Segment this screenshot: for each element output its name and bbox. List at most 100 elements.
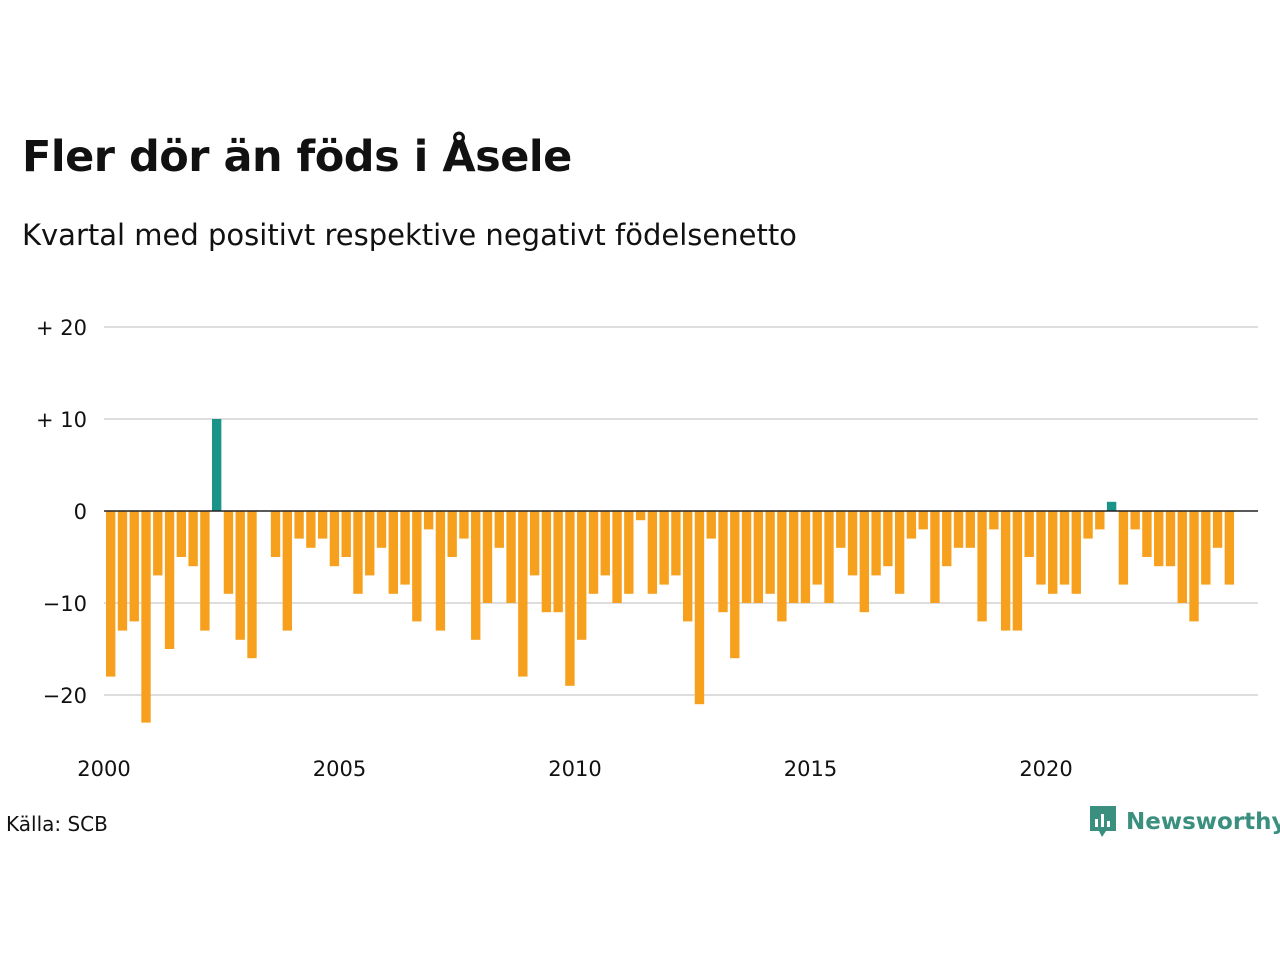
- y-axis-ticks: + 20 + 10 0 −10 −20: [36, 316, 87, 708]
- bar: [176, 511, 187, 557]
- bar: [1059, 511, 1070, 585]
- bar: [518, 511, 528, 677]
- bar: [683, 511, 693, 622]
- bar: [1083, 511, 1093, 539]
- bar: [1095, 511, 1105, 530]
- y-tick-label: −20: [43, 684, 87, 708]
- bar: [671, 511, 681, 576]
- bar: [1000, 511, 1011, 631]
- bar: [506, 511, 516, 603]
- bars: [106, 419, 1235, 723]
- chart-subtitle: Kvartal med positivt respektive negativt…: [22, 218, 797, 252]
- bar: [659, 511, 669, 585]
- bar: [730, 511, 740, 659]
- bar: [1201, 511, 1211, 585]
- bar: [989, 511, 999, 530]
- bar: [447, 511, 457, 557]
- bar: [965, 511, 975, 548]
- source-note: Källa: SCB: [6, 812, 108, 836]
- bar: [577, 511, 587, 640]
- x-tick-label: 2000: [77, 757, 130, 781]
- grid-lines: [104, 326, 1258, 696]
- bar: [906, 511, 917, 539]
- x-tick-label: 2015: [784, 757, 837, 781]
- bar: [1012, 511, 1023, 631]
- x-tick-label: 2005: [313, 757, 366, 781]
- bar: [423, 511, 434, 530]
- bar: [836, 511, 846, 548]
- bar: [247, 511, 257, 659]
- bar: [270, 511, 281, 557]
- bar: [200, 511, 210, 631]
- bar: [282, 511, 293, 631]
- bar: [341, 511, 351, 557]
- bar: [953, 511, 964, 548]
- bar: [800, 511, 811, 603]
- bar: [647, 511, 658, 594]
- bar: [353, 511, 363, 594]
- bar: [1130, 511, 1140, 530]
- bar: [376, 511, 387, 548]
- bar: [400, 511, 410, 585]
- bar: [1154, 511, 1164, 567]
- bar: [1224, 511, 1235, 585]
- bar: [1024, 511, 1034, 557]
- bar: [223, 511, 234, 594]
- bar: [918, 511, 928, 530]
- bar: [894, 511, 905, 594]
- bar: [188, 511, 198, 567]
- x-axis-ticks: 2000 2005 2010 2015 2020: [77, 757, 1072, 781]
- bar: [294, 511, 304, 539]
- bar: [788, 511, 799, 603]
- bar: [1165, 511, 1176, 567]
- bar: [235, 511, 245, 640]
- bar: [553, 511, 563, 613]
- newsworthy-logo-icon: [1090, 806, 1116, 837]
- bar: [365, 511, 375, 576]
- chart-title: Fler dör än föds i Åsele: [22, 132, 572, 182]
- bar: [412, 511, 422, 622]
- bar: [635, 511, 646, 521]
- y-tick-label: + 20: [36, 316, 87, 340]
- bar: [824, 511, 834, 603]
- brand-logo: Newsworthy: [1088, 804, 1280, 840]
- bar: [141, 511, 151, 723]
- bar: [1177, 511, 1187, 603]
- bar: [777, 511, 787, 622]
- bar: [329, 511, 340, 567]
- bar: [1036, 511, 1046, 585]
- bar: [883, 511, 893, 567]
- bar: [541, 511, 552, 613]
- bar: [753, 511, 764, 603]
- bar: [812, 511, 822, 585]
- bar: [1142, 511, 1152, 557]
- bar: [1118, 511, 1129, 585]
- bar: [529, 511, 540, 576]
- bar: [164, 511, 175, 649]
- bar: [211, 419, 222, 511]
- bar: [859, 511, 870, 613]
- bar: [306, 511, 316, 548]
- y-tick-label: −10: [43, 592, 87, 616]
- bar: [153, 511, 163, 576]
- bar: [1212, 511, 1223, 548]
- bar: [612, 511, 622, 603]
- bar: [706, 511, 716, 539]
- x-tick-label: 2010: [548, 757, 601, 781]
- bar: [694, 511, 705, 705]
- y-tick-label: + 10: [36, 408, 87, 432]
- bar: [317, 511, 328, 539]
- bar: [1189, 511, 1199, 622]
- bar: [600, 511, 610, 576]
- bar: [977, 511, 987, 622]
- bar: [718, 511, 728, 613]
- bar: [117, 511, 128, 631]
- bar: [482, 511, 493, 603]
- bar: [942, 511, 952, 567]
- bar: [765, 511, 775, 594]
- bar: [471, 511, 481, 640]
- bar: [494, 511, 504, 548]
- bar: [388, 511, 398, 594]
- bar: [871, 511, 881, 576]
